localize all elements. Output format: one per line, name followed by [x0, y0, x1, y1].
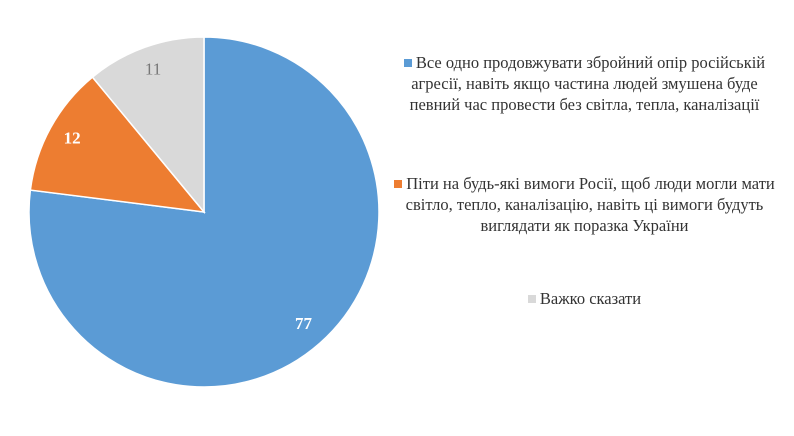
legend-label: Важко сказати: [539, 289, 642, 308]
legend-label: Все одно продовжувати збройний опір росі…: [409, 53, 766, 114]
legend-key: [527, 295, 536, 303]
legend-item: Піти на будь-які вимоги Росії, щоб люди …: [392, 173, 777, 236]
value-label: 12: [64, 128, 81, 147]
legend-item: Все одно продовжувати збройний опір росі…: [392, 52, 777, 115]
pie-slice: [91, 36, 205, 215]
legend-label: Піти на будь-які вимоги Росії, щоб люди …: [405, 174, 775, 235]
pie-slice: [29, 76, 206, 213]
value-label: 11: [145, 59, 161, 78]
value-label: 77: [295, 314, 313, 333]
legend-key: [403, 59, 412, 67]
legend-item: Важко сказати: [392, 288, 777, 309]
legend-key: [394, 180, 403, 188]
